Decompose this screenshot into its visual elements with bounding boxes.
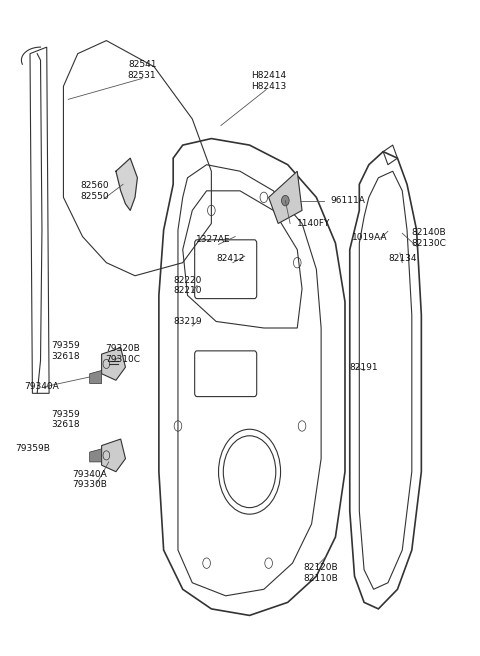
Text: 79320B
79310C: 79320B 79310C (106, 344, 141, 364)
Circle shape (281, 195, 289, 206)
Text: 82412: 82412 (216, 254, 245, 262)
Text: H82414
H82413: H82414 H82413 (251, 72, 286, 91)
Polygon shape (102, 348, 125, 380)
Text: 82191: 82191 (350, 363, 378, 372)
Text: 96111A: 96111A (331, 196, 366, 205)
Polygon shape (116, 158, 137, 211)
Text: 82140B
82130C: 82140B 82130C (411, 228, 446, 247)
Text: 82560
82550: 82560 82550 (80, 181, 109, 201)
Polygon shape (90, 449, 102, 462)
Text: 79359B: 79359B (15, 444, 50, 453)
Text: 79340A
79330B: 79340A 79330B (72, 470, 107, 489)
Text: 82134: 82134 (388, 254, 417, 262)
Text: 82541
82531: 82541 82531 (128, 60, 156, 79)
Text: 79359
32618: 79359 32618 (51, 410, 80, 429)
Text: 82120B
82110B: 82120B 82110B (304, 564, 338, 583)
Polygon shape (102, 439, 125, 472)
Text: 83219: 83219 (173, 317, 202, 326)
Text: 79340A: 79340A (24, 382, 60, 391)
Polygon shape (269, 171, 302, 224)
Polygon shape (90, 371, 102, 384)
Text: 82220
82210: 82220 82210 (173, 276, 202, 295)
Text: 1140FY: 1140FY (297, 219, 331, 228)
Text: 1327AE: 1327AE (196, 236, 231, 244)
Text: 1019AA: 1019AA (351, 234, 387, 242)
Text: 79359
32618: 79359 32618 (51, 341, 80, 361)
